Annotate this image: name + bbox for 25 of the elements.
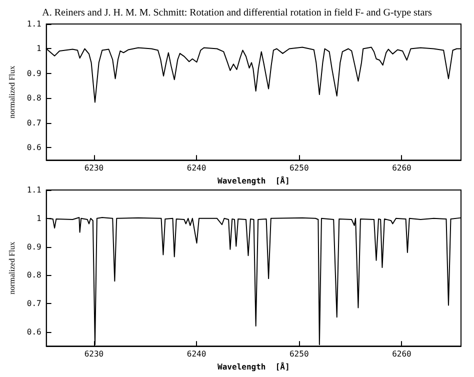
x-axis-title: Wavelength [Å] bbox=[218, 176, 290, 186]
x-tick-label: 6260 bbox=[392, 350, 412, 359]
x-axis-title: Wavelength [Å] bbox=[218, 362, 290, 372]
y-tick-label: 0.9 bbox=[26, 68, 42, 78]
y-tick-label: 0.8 bbox=[26, 270, 42, 280]
x-tick-label: 6250 bbox=[289, 164, 309, 173]
y-tick-label: 0.9 bbox=[26, 242, 42, 252]
y-axis-title: normalized Flux bbox=[8, 66, 16, 118]
y-tick-label: 0.6 bbox=[26, 143, 42, 152]
x-tick-label: 6230 bbox=[84, 350, 104, 359]
x-tick-label: 6260 bbox=[392, 164, 412, 173]
x-tick-label: 6230 bbox=[84, 164, 104, 173]
y-tick-label: 1 bbox=[36, 44, 42, 54]
y-tick-label: 1 bbox=[36, 214, 42, 223]
x-tick-label: 6240 bbox=[186, 164, 206, 173]
y-tick-label: 0.7 bbox=[26, 118, 42, 128]
y-tick-label: 1.1 bbox=[26, 20, 42, 28]
chart-title: A. Reiners and J. H. M. M. Schmitt: Rotation and differential rotation in field F- and G-type stars bbox=[42, 8, 432, 18]
x-tick-label: 6240 bbox=[186, 350, 206, 359]
y-tick-label: 0.7 bbox=[26, 299, 42, 308]
x-tick-label: 6250 bbox=[289, 350, 309, 359]
y-tick-label: 1.1 bbox=[26, 186, 42, 194]
y-axis-title: normalized Flux bbox=[8, 242, 16, 294]
y-tick-label: 0.6 bbox=[26, 327, 42, 336]
y-tick-label: 0.8 bbox=[26, 94, 42, 103]
